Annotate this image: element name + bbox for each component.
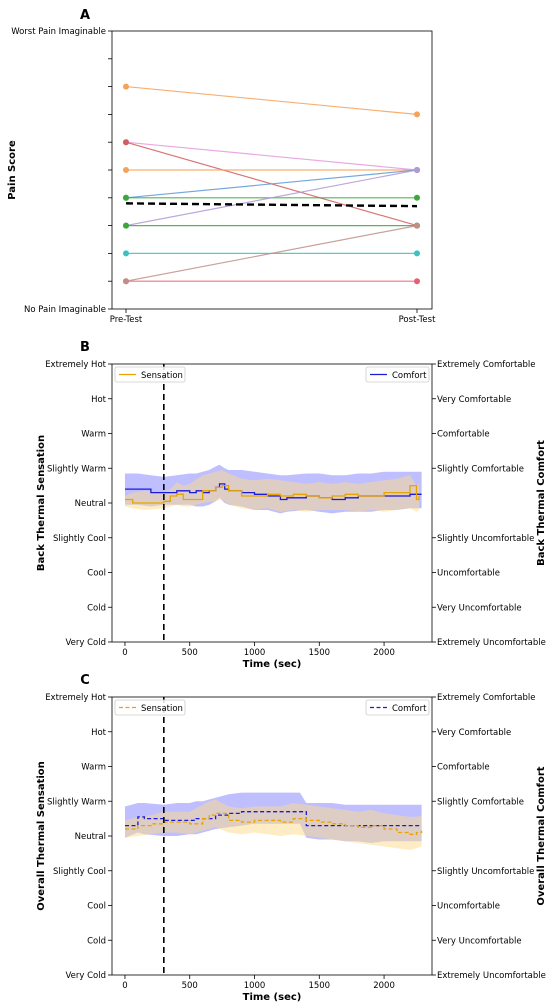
x-tick-label-b: 500	[182, 648, 198, 658]
y-tick-label-right-b: Extremely Comfortable	[437, 360, 536, 370]
x-tick-label-c: 2000	[373, 981, 395, 991]
mean-line-a	[125, 202, 418, 208]
series-point-a	[414, 278, 420, 285]
series-point-a	[123, 250, 129, 257]
y-tick-label-right-c: Extremely Comfortable	[437, 693, 536, 703]
panel-label-b: B	[80, 340, 90, 355]
y-tick-label-right-b: Extremely Uncomfortable	[437, 638, 546, 648]
x-tick-label-b: 1000	[244, 648, 266, 658]
y-tick-label-left-b: Neutral	[75, 499, 106, 509]
y-axis-label-left-b: Back Thermal Sensation	[36, 435, 47, 571]
y-tick-label-left-b: Hot	[91, 395, 107, 405]
x-tick-label-b: 1500	[308, 648, 330, 658]
y-tick-label-right-b: Very Uncomfortable	[437, 603, 522, 613]
y-tick-label-right-b: Comfortable	[437, 430, 490, 440]
y-tick-label-right-b: Slightly Comfortable	[437, 464, 524, 474]
series-point-a	[123, 278, 129, 285]
legend-box-sensation-b	[114, 366, 186, 383]
y-tick-label-left-b: Cool	[87, 569, 106, 579]
series-point-a	[123, 83, 129, 90]
y-tick-label-right-b: Slightly Uncomfortable	[437, 534, 534, 544]
legend-box-sensation-c	[114, 699, 186, 716]
y-tick-label-top-a: Worst Pain Imaginable	[11, 27, 106, 37]
y-tick-label-right-c: Slightly Uncomfortable	[437, 867, 534, 877]
y-tick-label-right-c: Uncomfortable	[437, 902, 500, 912]
series-line-a	[125, 141, 418, 171]
y-axis-label-left-c: Overall Thermal Sensation	[36, 761, 47, 911]
y-axis-label-right-b: Back Thermal Comfort	[536, 440, 547, 566]
series-point-a	[123, 167, 129, 173]
x-tick-label-c: 500	[182, 981, 198, 991]
y-tick-label-left-b: Slightly Cool	[53, 534, 106, 544]
sensation-band-b	[125, 470, 419, 512]
panel-label-a: A	[80, 8, 90, 23]
series-line-a	[125, 169, 418, 227]
y-tick-label-left-c: Hot	[91, 728, 107, 738]
y-tick-label-left-c: Slightly Cool	[53, 867, 106, 877]
y-tick-label-right-c: Comfortable	[437, 763, 490, 773]
y-tick-label-right-b: Uncomfortable	[437, 569, 500, 579]
series-point-a	[414, 194, 420, 201]
x-tick-label-a: Post-Test	[399, 315, 436, 325]
sensation-line-b	[125, 484, 420, 504]
legend-label-comfort-b: Comfort	[392, 371, 427, 381]
panel-label-c: C	[80, 673, 90, 688]
sensation-line-c	[125, 812, 423, 835]
series-point-a	[414, 167, 420, 173]
x-tick-label-c: 1000	[244, 981, 266, 991]
series-point-a	[123, 222, 129, 229]
series-line-a	[125, 169, 418, 199]
series-line-a	[125, 86, 418, 115]
y-tick-label-left-c: Cool	[87, 902, 106, 912]
x-tick-label-c: 1500	[308, 981, 330, 991]
y-tick-label-right-c: Very Uncomfortable	[437, 936, 522, 946]
series-point-a	[414, 222, 420, 229]
series-point-a	[414, 250, 420, 257]
x-axis-label-c: Time (sec)	[243, 992, 302, 1003]
x-tick-label-b: 0	[122, 648, 127, 658]
series-point-a	[123, 194, 129, 201]
y-tick-label-left-b: Cold	[87, 603, 106, 613]
legend-label-sensation-c: Sensation	[141, 704, 183, 714]
y-tick-label-left-c: Very Cold	[65, 971, 106, 981]
series-point-a	[414, 111, 420, 118]
y-tick-label-left-b: Extremely Hot	[45, 360, 106, 370]
y-tick-label-right-c: Very Comfortable	[437, 728, 511, 738]
x-tick-label-a: Pre-Test	[110, 315, 143, 325]
sensation-band-c	[125, 799, 422, 850]
y-tick-label-right-b: Very Comfortable	[437, 395, 511, 405]
y-tick-label-right-c: Extremely Uncomfortable	[437, 971, 546, 981]
legend-box-comfort-c	[365, 699, 430, 716]
y-tick-label-left-c: Warm	[81, 763, 106, 773]
x-tick-label-c: 0	[122, 981, 127, 991]
y-tick-label-left-b: Very Cold	[65, 638, 106, 648]
x-axis-label-b: Time (sec)	[243, 659, 302, 670]
series-point-a	[123, 139, 129, 146]
y-axis-label-right-c: Overall Thermal Comfort	[536, 766, 547, 905]
series-line-a	[125, 225, 418, 282]
y-tick-label-left-c: Extremely Hot	[45, 693, 106, 703]
y-tick-label-bottom-a: No Pain Imaginable	[24, 305, 106, 315]
x-tick-label-b: 2000	[373, 648, 395, 658]
y-tick-label-left-b: Slightly Warm	[47, 464, 106, 474]
y-tick-label-left-c: Neutral	[75, 832, 106, 842]
legend-label-sensation-b: Sensation	[141, 371, 183, 381]
y-axis-label-a: Pain Score	[7, 140, 18, 200]
legend-box-comfort-b	[365, 366, 430, 383]
y-tick-label-left-b: Warm	[81, 430, 106, 440]
y-tick-label-left-c: Slightly Warm	[47, 797, 106, 807]
y-tick-label-left-c: Cold	[87, 936, 106, 946]
y-tick-label-right-c: Slightly Comfortable	[437, 797, 524, 807]
legend-label-comfort-c: Comfort	[392, 704, 427, 714]
